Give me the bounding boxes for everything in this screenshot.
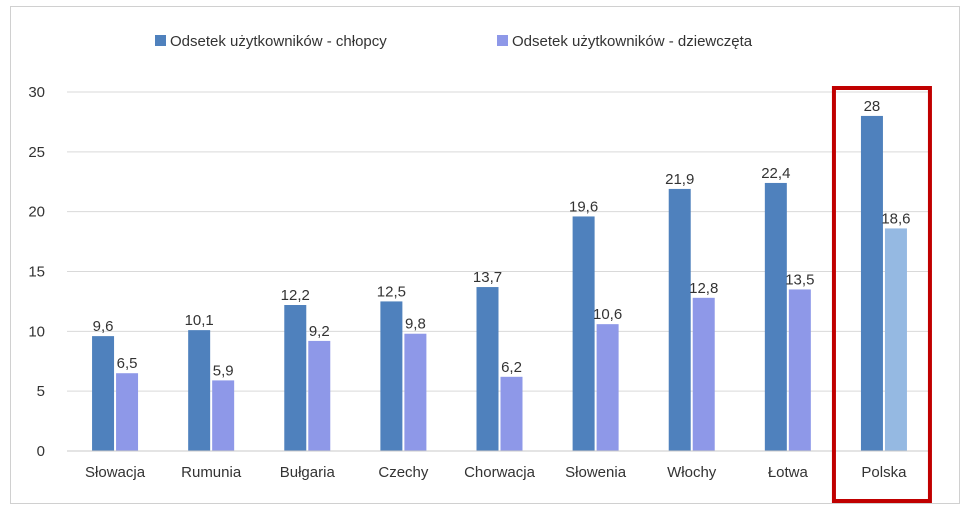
data-labels: 9,6 6,5 10,1 5,9 12,2 9,2 12,5 9,8 13,7 6,2 19,6 10… — [93, 98, 911, 379]
legend-label: Odsetek użytkowników - dziewczęta — [512, 33, 753, 50]
bar-girls — [308, 340, 331, 451]
data-label: 9,6 — [93, 318, 114, 335]
legend: Odsetek użytkowników - chłopcy Odsetek uż… — [155, 33, 753, 50]
data-label: 21,9 — [665, 171, 694, 188]
bar-boys — [476, 287, 499, 451]
x-tick-label: Polska — [861, 464, 907, 481]
data-label: 6,2 — [501, 359, 522, 376]
legend-swatch — [497, 35, 508, 46]
data-label: 9,8 — [405, 316, 426, 333]
data-label: 13,5 — [785, 271, 814, 288]
bar-boys — [188, 330, 211, 451]
bar-girls — [884, 228, 907, 451]
bar-boys — [668, 188, 691, 451]
y-tick-label: 20 — [28, 204, 45, 221]
data-label: 22,4 — [761, 165, 790, 182]
bar-girls — [404, 333, 427, 451]
legend-label: Odsetek użytkowników - chłopcy — [170, 33, 387, 50]
bar-boys — [380, 301, 403, 451]
data-label: 18,6 — [881, 210, 910, 227]
bar-boys — [764, 182, 787, 452]
y-tick-label: 10 — [28, 323, 45, 340]
data-label: 12,5 — [377, 283, 406, 300]
x-tick-label: Słowacja — [85, 464, 146, 481]
y-tick-label: 5 — [37, 383, 45, 400]
highlight-layer — [831, 86, 932, 503]
data-label: 12,2 — [281, 287, 310, 304]
x-tick-label: Słowenia — [565, 464, 627, 481]
bar-girls — [692, 297, 715, 451]
legend-swatch — [155, 35, 166, 46]
x-tick-label: Łotwa — [768, 464, 809, 481]
bar-boys — [572, 216, 595, 451]
x-tick-label: Czechy — [378, 464, 429, 481]
data-label: 10,1 — [185, 312, 214, 329]
bar-boys — [92, 336, 115, 451]
x-tick-label: Chorwacja — [464, 464, 536, 481]
y-tick-label: 15 — [28, 264, 45, 281]
bar-boys — [860, 115, 883, 451]
data-label: 5,9 — [213, 362, 234, 379]
data-label: 13,7 — [473, 269, 502, 286]
bar-boys — [284, 305, 307, 451]
axes: 0 5 10 15 20 25 30 Słowacja Rumunia Bułgaria Czech… — [28, 84, 932, 481]
data-label: 9,2 — [309, 323, 330, 340]
data-label: 12,8 — [689, 280, 718, 297]
bar-girls — [212, 380, 235, 451]
x-tick-label: Bułgaria — [280, 464, 336, 481]
bar-girls — [500, 376, 523, 451]
y-tick-label: 30 — [28, 84, 45, 101]
bar-girls — [596, 324, 619, 451]
data-label: 28 — [864, 98, 881, 115]
highlight-frame — [831, 86, 932, 503]
data-label: 10,6 — [593, 306, 622, 323]
bar-girls — [788, 289, 811, 451]
data-label: 19,6 — [569, 198, 598, 215]
y-tick-label: 25 — [28, 144, 45, 161]
bars — [92, 115, 907, 452]
data-label: 6,5 — [117, 355, 138, 372]
y-tick-label: 0 — [37, 443, 45, 460]
bar-girls — [116, 373, 139, 451]
x-tick-label: Rumunia — [181, 464, 242, 481]
x-tick-label: Włochy — [667, 464, 717, 481]
gridlines — [67, 91, 932, 392]
